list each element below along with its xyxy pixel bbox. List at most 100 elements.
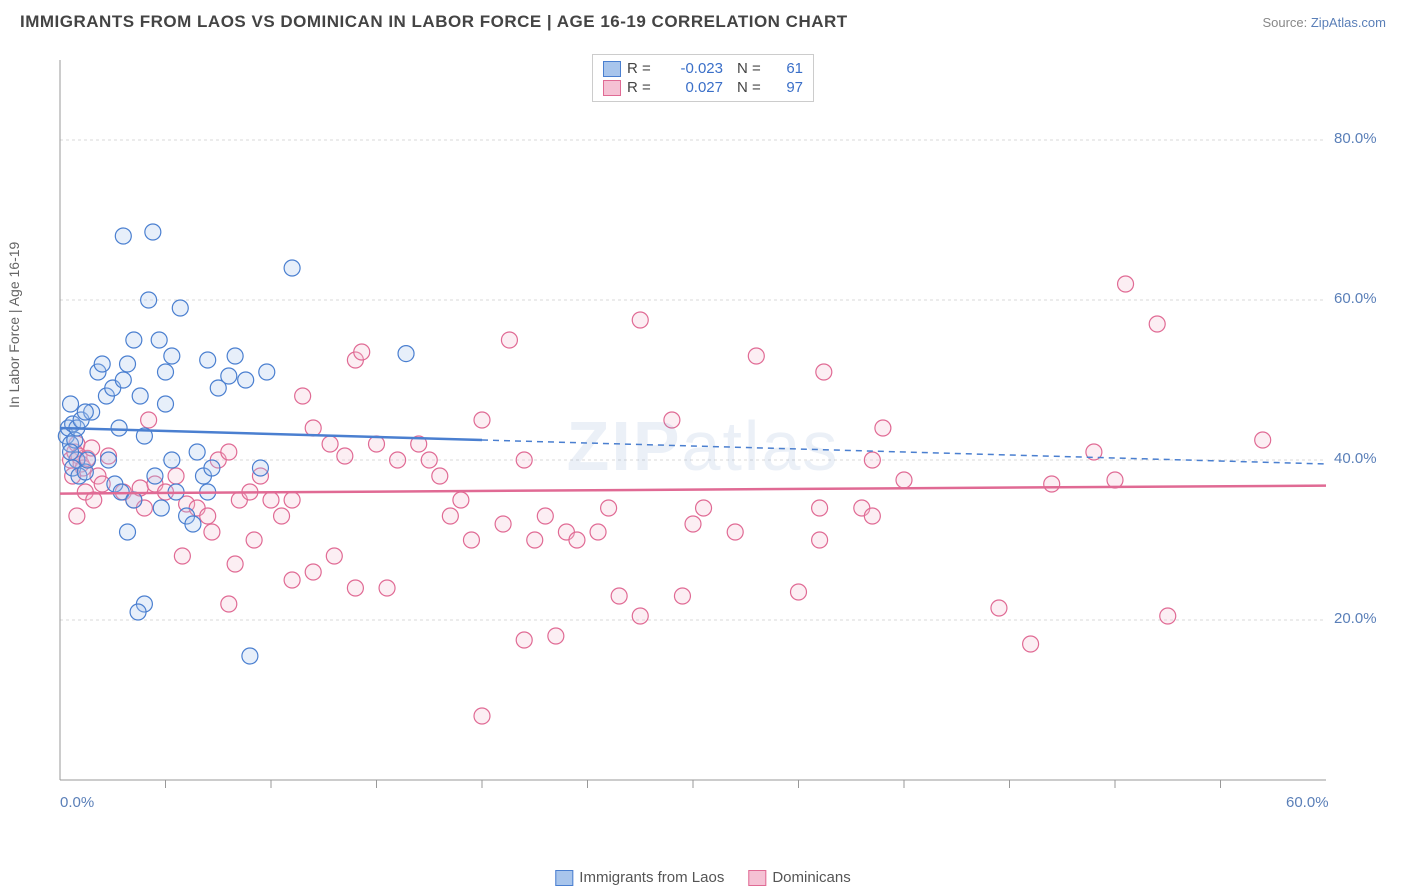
source-link[interactable]: ZipAtlas.com xyxy=(1311,15,1386,30)
data-point-dominican xyxy=(812,500,828,516)
data-point-dominican xyxy=(474,708,490,724)
data-point-laos xyxy=(164,348,180,364)
data-point-dominican xyxy=(696,500,712,516)
data-point-dominican xyxy=(516,632,532,648)
data-point-dominican xyxy=(168,468,184,484)
data-point-dominican xyxy=(174,548,190,564)
legend-r-value: -0.023 xyxy=(663,60,723,77)
data-point-dominican xyxy=(347,580,363,596)
data-point-dominican xyxy=(284,492,300,508)
data-point-laos xyxy=(132,388,148,404)
data-point-laos xyxy=(204,460,220,476)
data-point-laos xyxy=(63,396,79,412)
data-point-laos xyxy=(284,260,300,276)
data-point-dominican xyxy=(1255,432,1271,448)
legend-n-value: 97 xyxy=(773,79,803,96)
data-point-dominican xyxy=(221,444,237,460)
data-point-dominican xyxy=(991,600,1007,616)
data-point-dominican xyxy=(221,596,237,612)
data-point-dominican xyxy=(337,448,353,464)
legend-swatch xyxy=(748,870,766,886)
data-point-laos xyxy=(111,420,127,436)
data-point-laos xyxy=(94,356,110,372)
data-point-dominican xyxy=(812,532,828,548)
data-point-laos xyxy=(185,516,201,532)
data-point-laos xyxy=(227,348,243,364)
data-point-dominican xyxy=(274,508,290,524)
data-point-dominican xyxy=(1023,636,1039,652)
legend-r-label: R = xyxy=(627,79,657,96)
data-point-dominican xyxy=(1160,608,1176,624)
source-prefix: Source: xyxy=(1262,15,1310,30)
data-point-dominican xyxy=(379,580,395,596)
data-point-laos xyxy=(141,292,157,308)
data-point-dominican xyxy=(1107,472,1123,488)
legend-swatch xyxy=(555,870,573,886)
data-point-dominican xyxy=(141,412,157,428)
chart-svg xyxy=(50,50,1386,810)
data-point-laos xyxy=(200,352,216,368)
data-point-dominican xyxy=(295,388,311,404)
y-axis-label: In Labor Force | Age 16-19 xyxy=(6,242,22,408)
data-point-laos xyxy=(120,524,136,540)
data-point-dominican xyxy=(1149,316,1165,332)
legend-n-label: N = xyxy=(737,79,767,96)
data-point-dominican xyxy=(664,412,680,428)
data-point-dominican xyxy=(748,348,764,364)
data-point-dominican xyxy=(474,412,490,428)
data-point-dominican xyxy=(495,516,511,532)
data-point-dominican xyxy=(569,532,585,548)
data-point-laos xyxy=(153,500,169,516)
data-point-dominican xyxy=(527,532,543,548)
data-point-dominican xyxy=(305,564,321,580)
data-point-dominican xyxy=(200,508,216,524)
data-point-dominican xyxy=(354,344,370,360)
chart-title: IMMIGRANTS FROM LAOS VS DOMINICAN IN LAB… xyxy=(20,12,848,32)
data-point-laos xyxy=(126,332,142,348)
data-point-dominican xyxy=(791,584,807,600)
data-point-dominican xyxy=(611,588,627,604)
legend-n-value: 61 xyxy=(773,60,803,77)
data-point-laos xyxy=(151,332,167,348)
data-point-dominican xyxy=(204,524,220,540)
legend-swatch xyxy=(603,80,621,96)
data-point-laos xyxy=(242,648,258,664)
y-tick-label: 60.0% xyxy=(1334,290,1377,307)
data-point-laos xyxy=(259,364,275,380)
data-point-laos xyxy=(164,452,180,468)
legend-item-dominican: Dominicans xyxy=(748,869,850,886)
data-point-laos xyxy=(77,404,93,420)
data-point-dominican xyxy=(875,420,891,436)
legend-correlation-row-laos: R =-0.023N =61 xyxy=(603,59,803,78)
legend-label: Immigrants from Laos xyxy=(579,869,724,886)
data-point-dominican xyxy=(590,524,606,540)
data-point-dominican xyxy=(69,508,85,524)
source-attribution: Source: ZipAtlas.com xyxy=(1262,15,1386,30)
data-point-dominican xyxy=(501,332,517,348)
data-point-laos xyxy=(398,346,414,362)
legend-r-value: 0.027 xyxy=(663,79,723,96)
data-point-dominican xyxy=(442,508,458,524)
data-point-dominican xyxy=(322,436,338,452)
data-point-dominican xyxy=(432,468,448,484)
data-point-dominican xyxy=(390,452,406,468)
data-point-dominican xyxy=(727,524,743,540)
data-point-laos xyxy=(101,452,117,468)
data-point-laos xyxy=(63,444,79,460)
data-point-dominican xyxy=(326,548,342,564)
data-point-laos xyxy=(172,300,188,316)
data-point-laos xyxy=(221,368,237,384)
data-point-laos xyxy=(130,604,146,620)
y-tick-label: 20.0% xyxy=(1334,610,1377,627)
data-point-dominican xyxy=(227,556,243,572)
data-point-laos xyxy=(252,460,268,476)
data-point-dominican xyxy=(516,452,532,468)
legend-correlation: R =-0.023N =61R = 0.027 N = 97 xyxy=(592,54,814,102)
data-point-dominican xyxy=(674,588,690,604)
data-point-dominican xyxy=(816,364,832,380)
data-point-dominican xyxy=(896,472,912,488)
data-point-dominican xyxy=(864,452,880,468)
legend-swatch xyxy=(603,61,621,77)
data-point-dominican xyxy=(864,508,880,524)
data-point-laos xyxy=(158,396,174,412)
